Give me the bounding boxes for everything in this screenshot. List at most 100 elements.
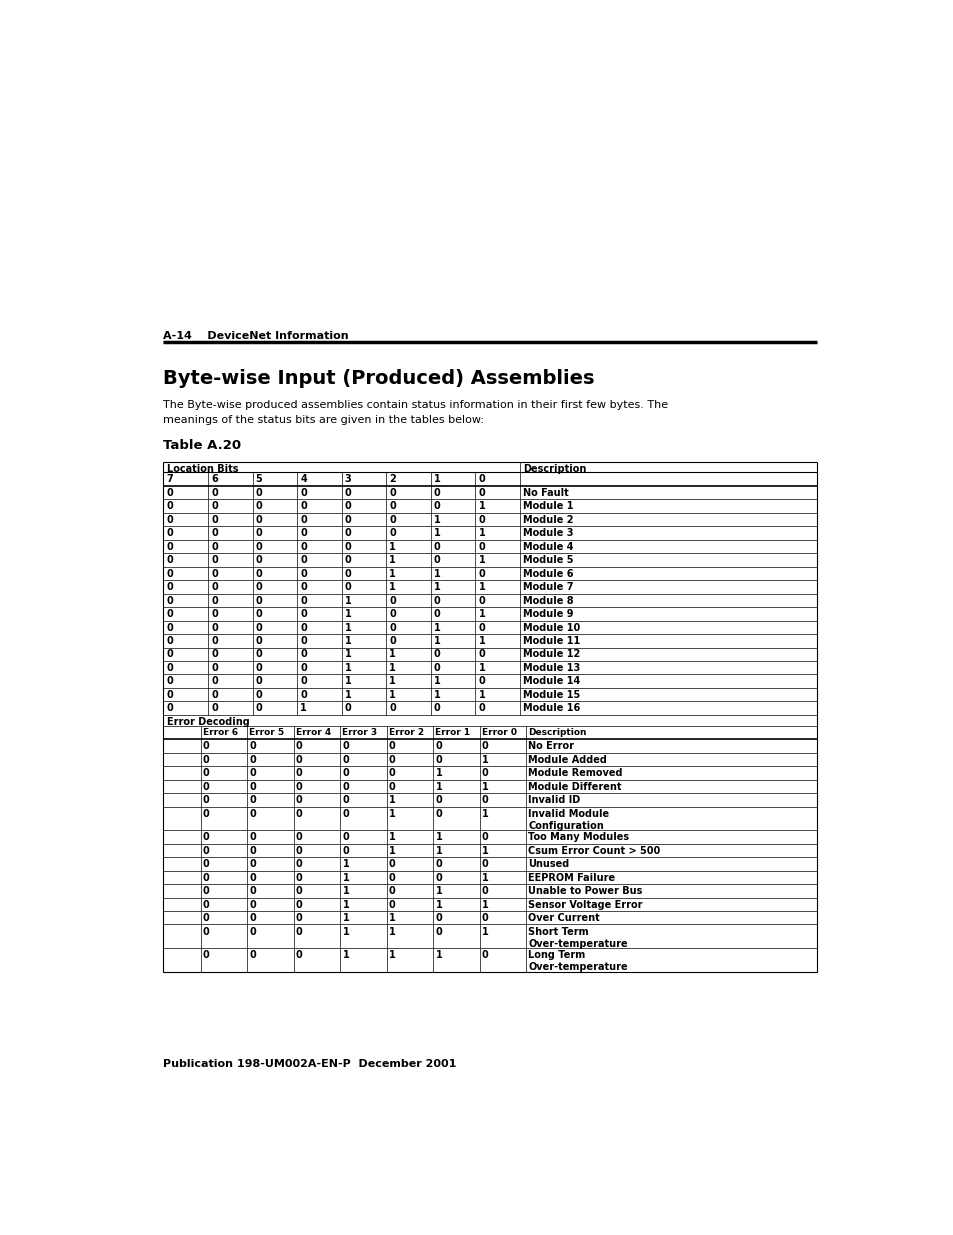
Text: 0: 0 [435, 873, 442, 883]
Text: 1: 1 [300, 704, 307, 714]
Text: 0: 0 [389, 899, 395, 910]
Text: 0: 0 [435, 926, 442, 936]
Text: The Byte-wise produced assemblies contain status information in their first few : The Byte-wise produced assemblies contai… [163, 400, 668, 410]
Text: 1: 1 [344, 595, 351, 605]
Text: Long Term: Long Term [528, 950, 585, 960]
Text: 0: 0 [295, 782, 302, 792]
Text: 0: 0 [434, 556, 440, 566]
Text: A-14    DeviceNet Information: A-14 DeviceNet Information [163, 331, 349, 341]
Text: 0: 0 [435, 741, 442, 751]
Text: Module 1: Module 1 [522, 501, 573, 511]
Text: 0: 0 [211, 582, 217, 592]
Text: 0: 0 [435, 795, 442, 805]
Text: 0: 0 [255, 690, 262, 700]
Text: 1: 1 [389, 913, 395, 923]
Text: Over Current: Over Current [528, 913, 599, 923]
Text: 1: 1 [481, 846, 488, 856]
Text: 1: 1 [389, 809, 395, 819]
Text: 0: 0 [478, 650, 485, 659]
Text: 1: 1 [434, 529, 440, 538]
Text: 0: 0 [389, 529, 395, 538]
Text: Error Decoding: Error Decoding [167, 716, 249, 727]
Text: 0: 0 [300, 556, 307, 566]
Text: 0: 0 [478, 515, 485, 525]
Text: 1: 1 [478, 501, 485, 511]
Text: 1: 1 [344, 636, 351, 646]
Text: 0: 0 [249, 795, 256, 805]
Text: 1: 1 [389, 542, 395, 552]
Text: 0: 0 [478, 474, 485, 484]
Text: 1: 1 [478, 690, 485, 700]
Text: 1: 1 [344, 663, 351, 673]
Text: 0: 0 [249, 926, 256, 936]
Text: 0: 0 [295, 795, 302, 805]
Text: 0: 0 [211, 677, 217, 687]
Text: 0: 0 [342, 795, 349, 805]
Text: Module 9: Module 9 [522, 609, 573, 619]
Text: 0: 0 [203, 846, 210, 856]
Text: Module 12: Module 12 [522, 650, 579, 659]
Text: Error 4: Error 4 [295, 727, 331, 736]
Text: 1: 1 [435, 782, 442, 792]
Text: Unused: Unused [528, 860, 569, 869]
Text: Module 6: Module 6 [522, 568, 573, 579]
Text: 1: 1 [389, 926, 395, 936]
Text: 0: 0 [255, 650, 262, 659]
Text: 0: 0 [255, 501, 262, 511]
Text: 0: 0 [211, 595, 217, 605]
Text: 1: 1 [389, 582, 395, 592]
Text: 0: 0 [167, 515, 173, 525]
Text: Publication 198-UM002A-EN-P  December 2001: Publication 198-UM002A-EN-P December 200… [163, 1060, 456, 1070]
Text: 1: 1 [478, 609, 485, 619]
Text: 1: 1 [389, 832, 395, 842]
Text: 0: 0 [481, 913, 488, 923]
Text: 1: 1 [435, 832, 442, 842]
Text: 0: 0 [211, 663, 217, 673]
Text: 0: 0 [167, 650, 173, 659]
Text: 0: 0 [481, 950, 488, 960]
Text: Module 3: Module 3 [522, 529, 573, 538]
Text: 1: 1 [344, 650, 351, 659]
Text: Description: Description [522, 464, 586, 474]
Text: No Fault: No Fault [522, 488, 568, 498]
Text: 0: 0 [300, 636, 307, 646]
Text: 1: 1 [434, 474, 440, 484]
Text: EEPROM Failure: EEPROM Failure [528, 873, 615, 883]
Text: 0: 0 [167, 488, 173, 498]
Text: 0: 0 [211, 636, 217, 646]
Text: Module Added: Module Added [528, 755, 607, 764]
Text: 0: 0 [389, 704, 395, 714]
Text: 0: 0 [249, 873, 256, 883]
Text: 0: 0 [211, 704, 217, 714]
Text: 1: 1 [344, 609, 351, 619]
Text: Location Bits: Location Bits [167, 464, 238, 474]
Text: 0: 0 [300, 595, 307, 605]
Text: 1: 1 [434, 515, 440, 525]
Text: Module 15: Module 15 [522, 690, 579, 700]
Text: 0: 0 [389, 636, 395, 646]
Text: 0: 0 [481, 768, 488, 778]
Text: 1: 1 [434, 582, 440, 592]
Text: 0: 0 [434, 663, 440, 673]
Text: 0: 0 [344, 529, 351, 538]
Text: 5: 5 [255, 474, 262, 484]
Text: 0: 0 [167, 501, 173, 511]
Text: 0: 0 [211, 515, 217, 525]
Text: 0: 0 [167, 704, 173, 714]
Text: 0: 0 [342, 846, 349, 856]
Text: 0: 0 [167, 542, 173, 552]
Text: Invalid Module: Invalid Module [528, 809, 609, 819]
Text: 0: 0 [478, 704, 485, 714]
Text: 0: 0 [342, 832, 349, 842]
Text: 0: 0 [478, 595, 485, 605]
Text: 0: 0 [255, 542, 262, 552]
Text: 1: 1 [478, 663, 485, 673]
Text: 0: 0 [295, 899, 302, 910]
Text: 1: 1 [434, 568, 440, 579]
Text: 0: 0 [249, 860, 256, 869]
Text: 0: 0 [481, 741, 488, 751]
Text: 0: 0 [342, 755, 349, 764]
Text: 0: 0 [295, 926, 302, 936]
Text: 0: 0 [167, 663, 173, 673]
Text: 0: 0 [255, 488, 262, 498]
